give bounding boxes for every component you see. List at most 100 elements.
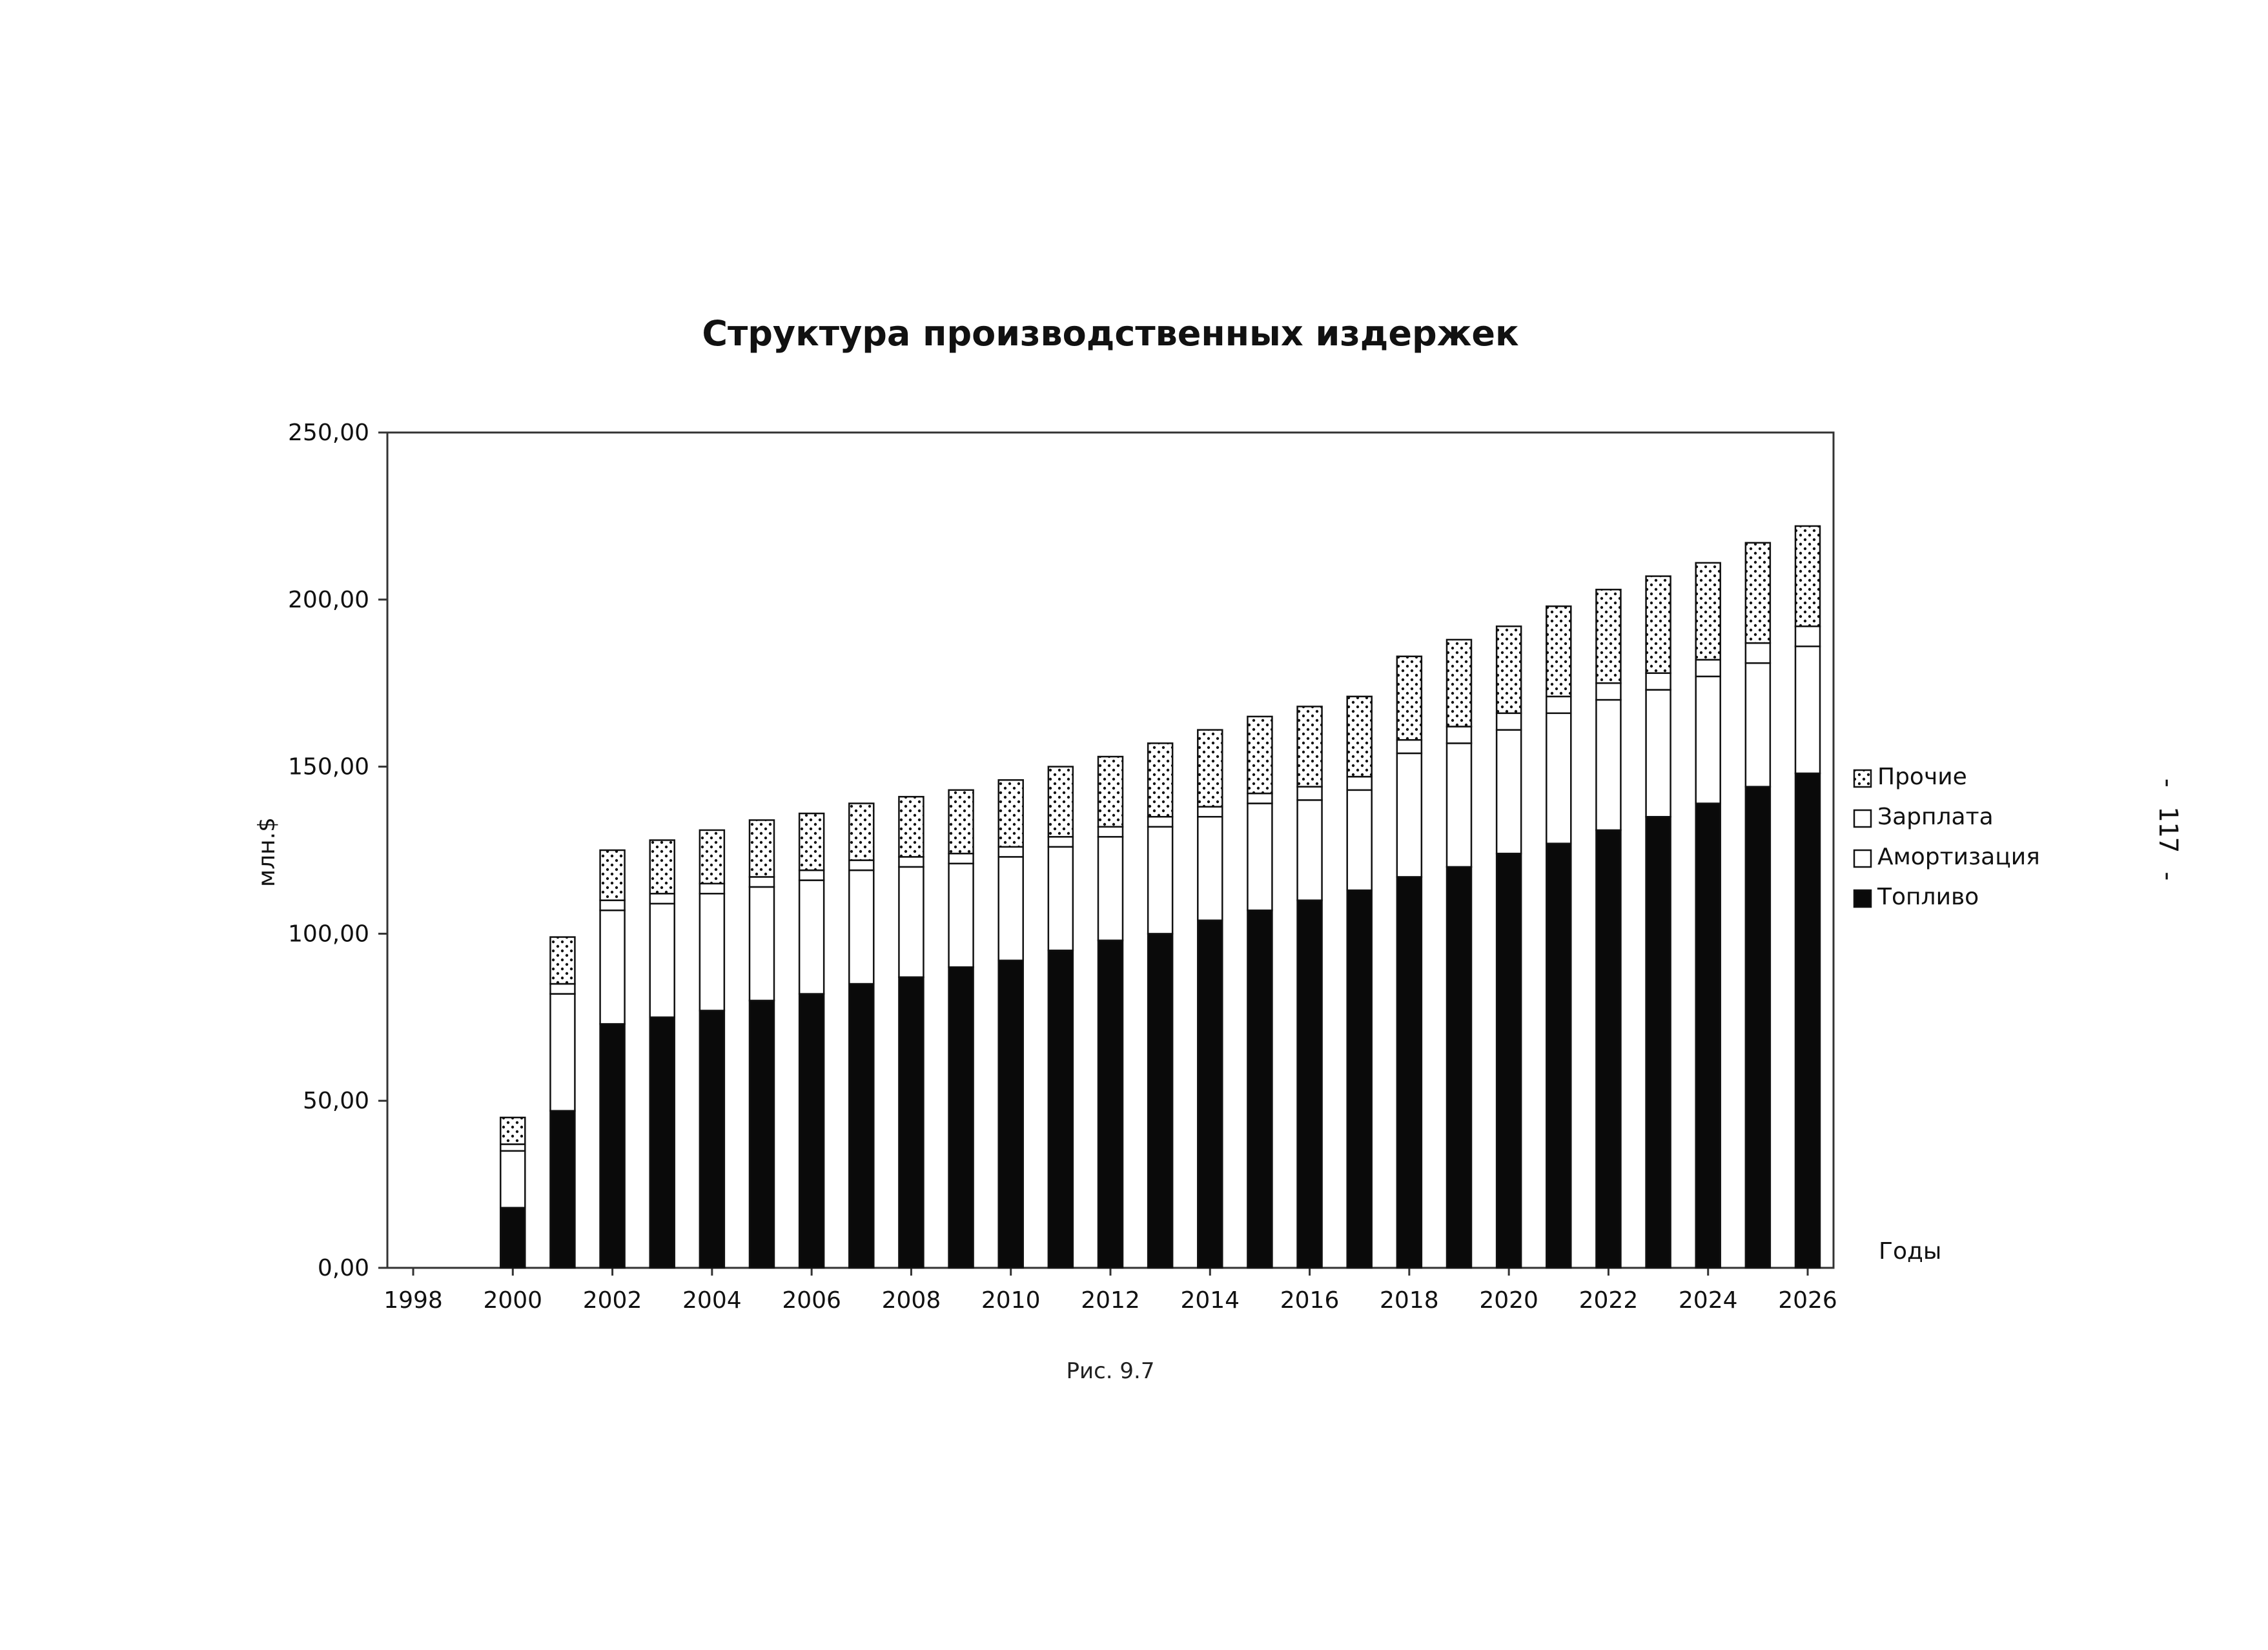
bar-segment-Прочие-2025 — [1744, 542, 1772, 644]
bar-segment-Топливо-2003 — [649, 1016, 675, 1269]
bar-segment-Прочие-2007 — [848, 802, 875, 861]
x-tick-label: 2026 — [1778, 1287, 1837, 1314]
legend-item: Амортизация — [1853, 844, 2040, 870]
bar-segment-Прочие-2023 — [1645, 575, 1671, 674]
bar-segment-Зарплата-2013 — [1147, 815, 1174, 828]
page-number: - 117 - — [2153, 775, 2183, 884]
bar-segment-Топливо-2005 — [748, 999, 775, 1269]
y-axis-title: млн.$ — [254, 817, 280, 887]
legend-label: Прочие — [1877, 764, 1967, 790]
bar-segment-Амортизация-2024 — [1695, 675, 1721, 804]
bar-segment-Зарплата-2018 — [1396, 738, 1423, 755]
bar-segment-Амортизация-2019 — [1446, 742, 1473, 868]
bar-segment-Амортизация-2021 — [1546, 712, 1572, 844]
x-tick-label: 1998 — [383, 1287, 443, 1314]
bar-segment-Прочие-2000 — [500, 1116, 526, 1145]
bar-segment-Прочие-2012 — [1097, 755, 1124, 828]
bar-segment-Топливо-2021 — [1546, 842, 1572, 1269]
x-tick-label: 2006 — [782, 1287, 841, 1314]
bar-segment-Зарплата-2001 — [549, 983, 576, 995]
bar-segment-Топливо-2026 — [1794, 772, 1821, 1269]
x-tick-label: 2020 — [1479, 1287, 1538, 1314]
bar-segment-Амортизация-2012 — [1097, 836, 1124, 942]
bar-segment-Зарплата-2019 — [1446, 726, 1473, 744]
legend-label: Топливо — [1877, 884, 1979, 910]
bar-segment-Топливо-2015 — [1247, 909, 1273, 1269]
bar-segment-Прочие-2013 — [1147, 742, 1174, 818]
bar-segment-Зарплата-2009 — [948, 852, 974, 864]
legend-swatch — [1853, 889, 1872, 908]
y-tick-label: 200,00 — [288, 587, 369, 613]
bar-segment-Прочие-2014 — [1197, 729, 1223, 808]
bar-segment-Топливо-2001 — [549, 1110, 576, 1269]
bar-segment-Зарплата-2020 — [1495, 712, 1522, 731]
x-axis: 1998 2000 2002 2004 2006 2008 2010 2012 2014 2016… — [383, 1268, 1837, 1314]
bar-segment-Прочие-2017 — [1346, 695, 1373, 778]
bar-segment-Амортизация-2008 — [898, 866, 925, 978]
bar-segment-Прочие-2002 — [599, 849, 626, 901]
bar-segment-Прочие-2019 — [1446, 638, 1473, 728]
bar-segment-Топливо-2013 — [1147, 933, 1174, 1269]
bar-segment-Прочие-2010 — [997, 779, 1024, 848]
bar-segment-Амортизация-2009 — [948, 862, 974, 968]
bar-segment-Топливо-2019 — [1446, 866, 1473, 1269]
x-tick-label: 2004 — [682, 1287, 742, 1314]
legend-swatch — [1853, 809, 1872, 828]
bar-segment-Зарплата-2007 — [848, 859, 875, 871]
bar-segment-Амортизация-2013 — [1147, 826, 1174, 935]
bar-segment-Прочие-2001 — [549, 936, 576, 985]
bar-segment-Амортизация-2017 — [1346, 789, 1373, 891]
bars — [500, 525, 1821, 1269]
bar-segment-Зарплата-2017 — [1346, 775, 1373, 791]
bar-segment-Амортизация-2016 — [1296, 799, 1323, 901]
y-tick-label: 50,00 — [303, 1088, 369, 1114]
x-tick-label: 2008 — [882, 1287, 941, 1314]
bar-segment-Амортизация-2022 — [1595, 698, 1622, 831]
bar-segment-Амортизация-2007 — [848, 869, 875, 985]
bar-segment-Зарплата-2004 — [699, 882, 726, 895]
x-tick-label: 2022 — [1579, 1287, 1639, 1314]
bar-segment-Амортизация-2015 — [1247, 802, 1273, 912]
legend-item: Прочие — [1853, 764, 1967, 790]
bar-segment-Топливо-2011 — [1047, 950, 1074, 1269]
bar-segment-Амортизация-2002 — [599, 909, 626, 1025]
bar-segment-Прочие-2003 — [649, 839, 675, 895]
bar-segment-Зарплата-2014 — [1197, 806, 1223, 818]
bar-segment-Зарплата-2003 — [649, 893, 675, 905]
bar-segment-Зарплата-2021 — [1546, 695, 1572, 715]
bar-segment-Амортизация-2023 — [1645, 689, 1671, 818]
bar-segment-Прочие-2009 — [948, 789, 974, 855]
bar-segment-Прочие-2026 — [1794, 525, 1821, 627]
bar-segment-Зарплата-2012 — [1097, 826, 1124, 838]
legend-label: Амортизация — [1877, 844, 2040, 870]
bar-segment-Зарплата-2022 — [1595, 682, 1622, 701]
x-axis-title: Годы — [1879, 1238, 1941, 1265]
bar-segment-Зарплата-2005 — [748, 876, 775, 888]
bar-segment-Топливо-2017 — [1346, 889, 1373, 1269]
bar-segment-Топливо-2006 — [798, 993, 825, 1269]
bar-segment-Прочие-2011 — [1047, 766, 1074, 838]
y-tick-label: 250,00 — [288, 420, 369, 446]
bar-segment-Топливо-2024 — [1695, 802, 1721, 1269]
x-tick-label: 2024 — [1679, 1287, 1738, 1314]
bar-segment-Зарплата-2025 — [1744, 642, 1772, 664]
x-tick-label: 2018 — [1380, 1287, 1439, 1314]
bar-segment-Амортизация-2025 — [1744, 662, 1772, 788]
x-tick-label: 2010 — [981, 1287, 1041, 1314]
bar-segment-Амортизация-2004 — [699, 893, 726, 1012]
legend: Прочие Зарплата Амортизация Топливо — [1853, 764, 2040, 910]
bar-segment-Зарплата-2026 — [1794, 625, 1821, 647]
bar-segment-Топливо-2000 — [500, 1207, 526, 1269]
bar-segment-Прочие-2006 — [798, 812, 825, 871]
legend-swatch — [1853, 769, 1872, 788]
bar-segment-Топливо-2007 — [848, 983, 875, 1269]
bar-segment-Топливо-2008 — [898, 976, 925, 1269]
bar-segment-Топливо-2025 — [1744, 786, 1772, 1269]
bar-segment-Прочие-2018 — [1396, 655, 1423, 741]
x-tick-label: 2016 — [1280, 1287, 1340, 1314]
y-axis: 0,00 50,00 100,00 150,00 200,00 250,00 — [288, 420, 387, 1281]
bar-segment-Прочие-2008 — [898, 795, 925, 858]
figure-caption: Рис. 9.7 — [1067, 1358, 1155, 1384]
bar-segment-Зарплата-2010 — [997, 846, 1024, 858]
